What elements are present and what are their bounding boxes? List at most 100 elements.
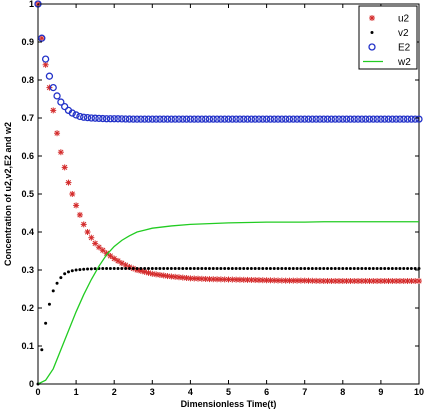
- data-point-v2: [66, 270, 70, 274]
- data-point-u2: [259, 277, 266, 284]
- data-point-u2: [305, 277, 312, 284]
- data-point-E2: [327, 115, 336, 123]
- y-tick-label: 0.9: [21, 37, 34, 47]
- data-point-v2: [86, 267, 90, 271]
- data-point-E2: [106, 115, 115, 123]
- data-point-E2: [110, 115, 118, 123]
- data-point-E2: [293, 115, 301, 123]
- data-point-v2: [74, 268, 78, 272]
- data-point-E2: [141, 115, 149, 123]
- data-point-E2: [400, 115, 408, 123]
- data-point-v2: [268, 266, 272, 270]
- data-point-E2: [190, 115, 198, 123]
- data-point-E2: [148, 115, 156, 123]
- data-point-v2: [394, 266, 398, 270]
- data-point-E2: [102, 115, 111, 123]
- data-point-v2: [295, 266, 299, 270]
- x-tick-label: 10: [414, 387, 424, 397]
- data-point-u2: [42, 61, 49, 68]
- data-point-E2: [247, 115, 256, 123]
- data-point-v2: [322, 266, 326, 270]
- data-point-v2: [307, 266, 311, 270]
- data-point-u2: [38, 35, 45, 42]
- data-point-u2: [335, 278, 342, 285]
- data-point-E2: [377, 115, 385, 123]
- data-point-v2: [105, 266, 109, 270]
- data-point-v2: [173, 266, 177, 270]
- data-point-v2: [146, 266, 150, 270]
- data-point-v2: [261, 266, 265, 270]
- data-point-v2: [120, 266, 124, 270]
- data-point-E2: [270, 115, 278, 123]
- data-point-E2: [415, 115, 423, 123]
- data-point-E2: [240, 115, 248, 123]
- data-point-v2: [284, 266, 288, 270]
- data-point-v2: [287, 266, 291, 270]
- data-point-v2: [234, 266, 238, 270]
- data-point-E2: [354, 115, 362, 123]
- data-point-u2: [320, 278, 327, 285]
- x-axis-label: Dimensionless Time(t): [181, 399, 277, 409]
- data-point-E2: [411, 115, 419, 123]
- data-point-E2: [163, 115, 172, 123]
- data-point-E2: [304, 115, 313, 123]
- data-point-E2: [167, 115, 176, 123]
- data-point-v2: [192, 266, 196, 270]
- data-point-v2: [89, 267, 93, 271]
- data-point-E2: [297, 115, 305, 123]
- data-point-v2: [139, 266, 143, 270]
- data-point-E2: [392, 115, 400, 123]
- data-point-E2: [255, 115, 263, 123]
- data-point-E2: [262, 115, 271, 123]
- data-point-v2: [314, 266, 318, 270]
- y-tick-label: 1: [29, 0, 34, 9]
- data-point-E2: [83, 113, 92, 122]
- plot-frame: [37, 3, 420, 385]
- data-point-u2: [255, 277, 262, 284]
- data-point-v2: [242, 266, 246, 270]
- data-point-v2: [383, 266, 387, 270]
- data-point-E2: [38, 34, 46, 42]
- data-point-u2: [73, 202, 80, 209]
- data-point-E2: [160, 115, 168, 123]
- data-point-E2: [41, 55, 50, 63]
- data-point-E2: [133, 115, 141, 123]
- data-point-v2: [70, 269, 74, 273]
- data-point-E2: [121, 115, 130, 123]
- x-tick-label: 4: [188, 387, 193, 397]
- data-point-u2: [61, 164, 68, 171]
- data-point-v2: [150, 266, 154, 270]
- data-point-u2: [111, 255, 118, 262]
- data-point-v2: [51, 289, 55, 293]
- y-axis-label: Concentration of u2,v2,E2 and w2: [3, 122, 13, 266]
- data-point-v2: [112, 266, 116, 270]
- data-point-E2: [57, 98, 65, 106]
- data-point-E2: [381, 115, 389, 123]
- data-point-u2: [240, 276, 247, 283]
- data-point-v2: [131, 266, 135, 270]
- data-point-v2: [360, 266, 364, 270]
- data-point-v2: [398, 266, 402, 270]
- data-point-v2: [402, 266, 406, 270]
- legend: u2 v2 E2 w2: [358, 5, 418, 70]
- data-point-v2: [158, 266, 162, 270]
- data-point-E2: [221, 115, 229, 123]
- data-marks: [34, 0, 423, 386]
- data-point-v2: [177, 266, 181, 270]
- data-point-v2: [219, 266, 223, 270]
- data-point-E2: [308, 115, 316, 123]
- data-point-E2: [365, 115, 374, 123]
- data-point-v2: [143, 266, 147, 270]
- data-point-v2: [409, 266, 413, 270]
- data-point-v2: [47, 302, 51, 306]
- data-point-v2: [63, 272, 67, 276]
- legend-label-u2: u2: [398, 14, 410, 25]
- data-point-v2: [82, 267, 86, 271]
- data-point-E2: [87, 114, 95, 122]
- data-point-v2: [341, 266, 345, 270]
- data-point-v2: [230, 266, 234, 270]
- data-point-E2: [45, 72, 54, 80]
- x-tick-label: 0: [35, 387, 40, 397]
- data-point-E2: [403, 115, 412, 123]
